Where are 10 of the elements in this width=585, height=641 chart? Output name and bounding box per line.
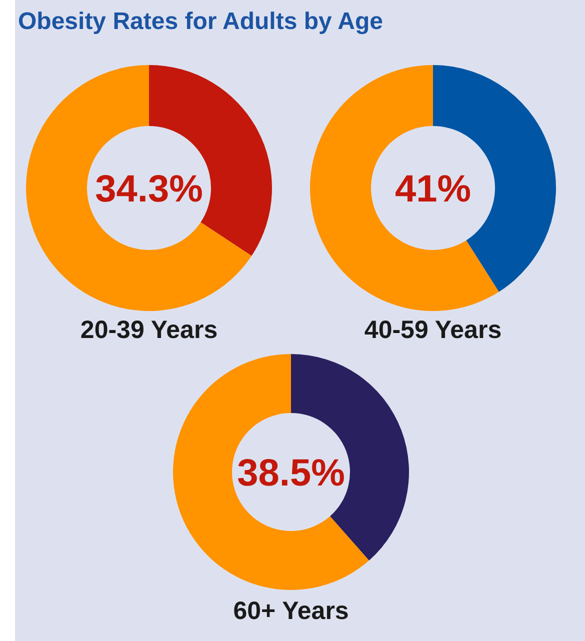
donut-slice <box>310 65 499 311</box>
text: 20-39 Years <box>80 316 218 344</box>
donut-slice <box>26 65 252 311</box>
donut-slice <box>173 354 370 590</box>
text: 41% <box>394 168 472 210</box>
text: 60+ Years <box>233 596 349 625</box>
text: 40-59 Years <box>364 316 502 344</box>
text: 38.5% <box>237 452 345 494</box>
chart-title: Obesity Rates for Adults by Age <box>18 8 383 35</box>
text: 34.3% <box>95 168 203 210</box>
